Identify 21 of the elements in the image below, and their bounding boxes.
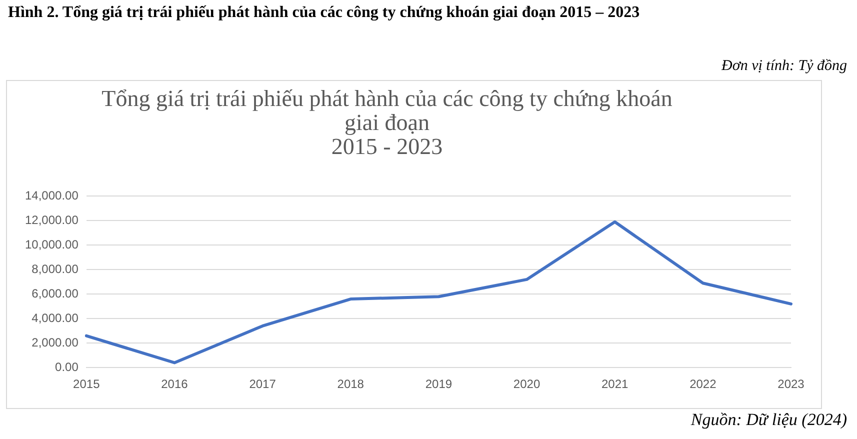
x-tick-label: 2018 <box>337 377 364 392</box>
x-tick-label: 2021 <box>601 377 629 392</box>
y-tick-label: 14,000.00 <box>24 188 79 203</box>
x-tick-label: 2019 <box>425 377 452 392</box>
y-tick-label: 0.00 <box>55 360 79 374</box>
x-tick-label: 2020 <box>513 377 540 392</box>
x-tick-label: 2015 <box>73 377 100 392</box>
y-tick-label: 10,000.00 <box>24 237 79 252</box>
y-tick-label: 12,000.00 <box>24 213 79 227</box>
y-tick-label: 4,000.00 <box>32 310 79 325</box>
x-tick-label: 2017 <box>249 377 276 392</box>
y-tick-label: 8,000.00 <box>32 262 79 276</box>
x-tick-label: 2023 <box>778 377 805 392</box>
y-tick-label: 2,000.00 <box>32 335 79 350</box>
text: Nguồn: Dữ liệu (2024) <box>690 410 847 430</box>
x-tick-label: 2022 <box>690 377 717 392</box>
x-tick-label: 2016 <box>161 377 188 392</box>
text: Đơn vị tính: Tỷ đồng <box>722 58 847 75</box>
chart-title: Hình 2. Tổng giá trị trái phiếu phát hành của các công ty chứng khoán giai đoạn 2015 – 2023 <box>8 4 640 22</box>
y-tick-label: 6,000.00 <box>32 286 79 300</box>
chart-subtitle: Tổng giá trị trái phiếu phát hành của các công ty chứng khoán giai đoạn 2015 - 2023 <box>100 86 674 159</box>
